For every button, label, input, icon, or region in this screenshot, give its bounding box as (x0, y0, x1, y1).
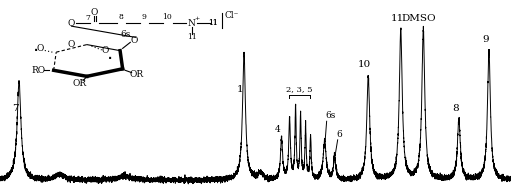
Text: 11: 11 (390, 14, 404, 23)
Text: 9: 9 (142, 13, 147, 21)
Text: 7: 7 (86, 14, 90, 22)
Text: .: . (107, 44, 113, 63)
Text: O: O (37, 44, 44, 53)
Text: 4: 4 (275, 125, 281, 134)
Text: O: O (91, 8, 98, 17)
Text: 2, 3, 5: 2, 3, 5 (286, 85, 312, 93)
Text: 9: 9 (482, 35, 489, 44)
Text: DMSO: DMSO (402, 14, 436, 23)
Text: OR: OR (72, 79, 86, 88)
Text: +: + (194, 16, 199, 21)
Text: 8: 8 (452, 104, 459, 112)
Text: 10: 10 (162, 13, 172, 21)
Text: Cl⁻: Cl⁻ (224, 11, 239, 20)
Text: O: O (130, 36, 138, 45)
Text: O: O (68, 19, 75, 28)
Text: 6: 6 (337, 130, 342, 139)
Text: O: O (68, 40, 75, 49)
Text: 11: 11 (208, 19, 218, 27)
Text: 10: 10 (358, 60, 371, 69)
Text: .: . (33, 36, 39, 55)
Text: O: O (102, 46, 109, 55)
Text: N: N (188, 19, 196, 28)
Text: 6s: 6s (120, 29, 130, 39)
Text: 1: 1 (237, 85, 244, 94)
Text: 7: 7 (12, 104, 18, 112)
Text: RO: RO (31, 66, 45, 75)
Text: 8: 8 (119, 13, 124, 21)
Text: OR: OR (130, 70, 144, 79)
Text: 11: 11 (187, 33, 197, 41)
Text: 11: 11 (208, 19, 218, 27)
Text: 6s: 6s (326, 111, 336, 120)
